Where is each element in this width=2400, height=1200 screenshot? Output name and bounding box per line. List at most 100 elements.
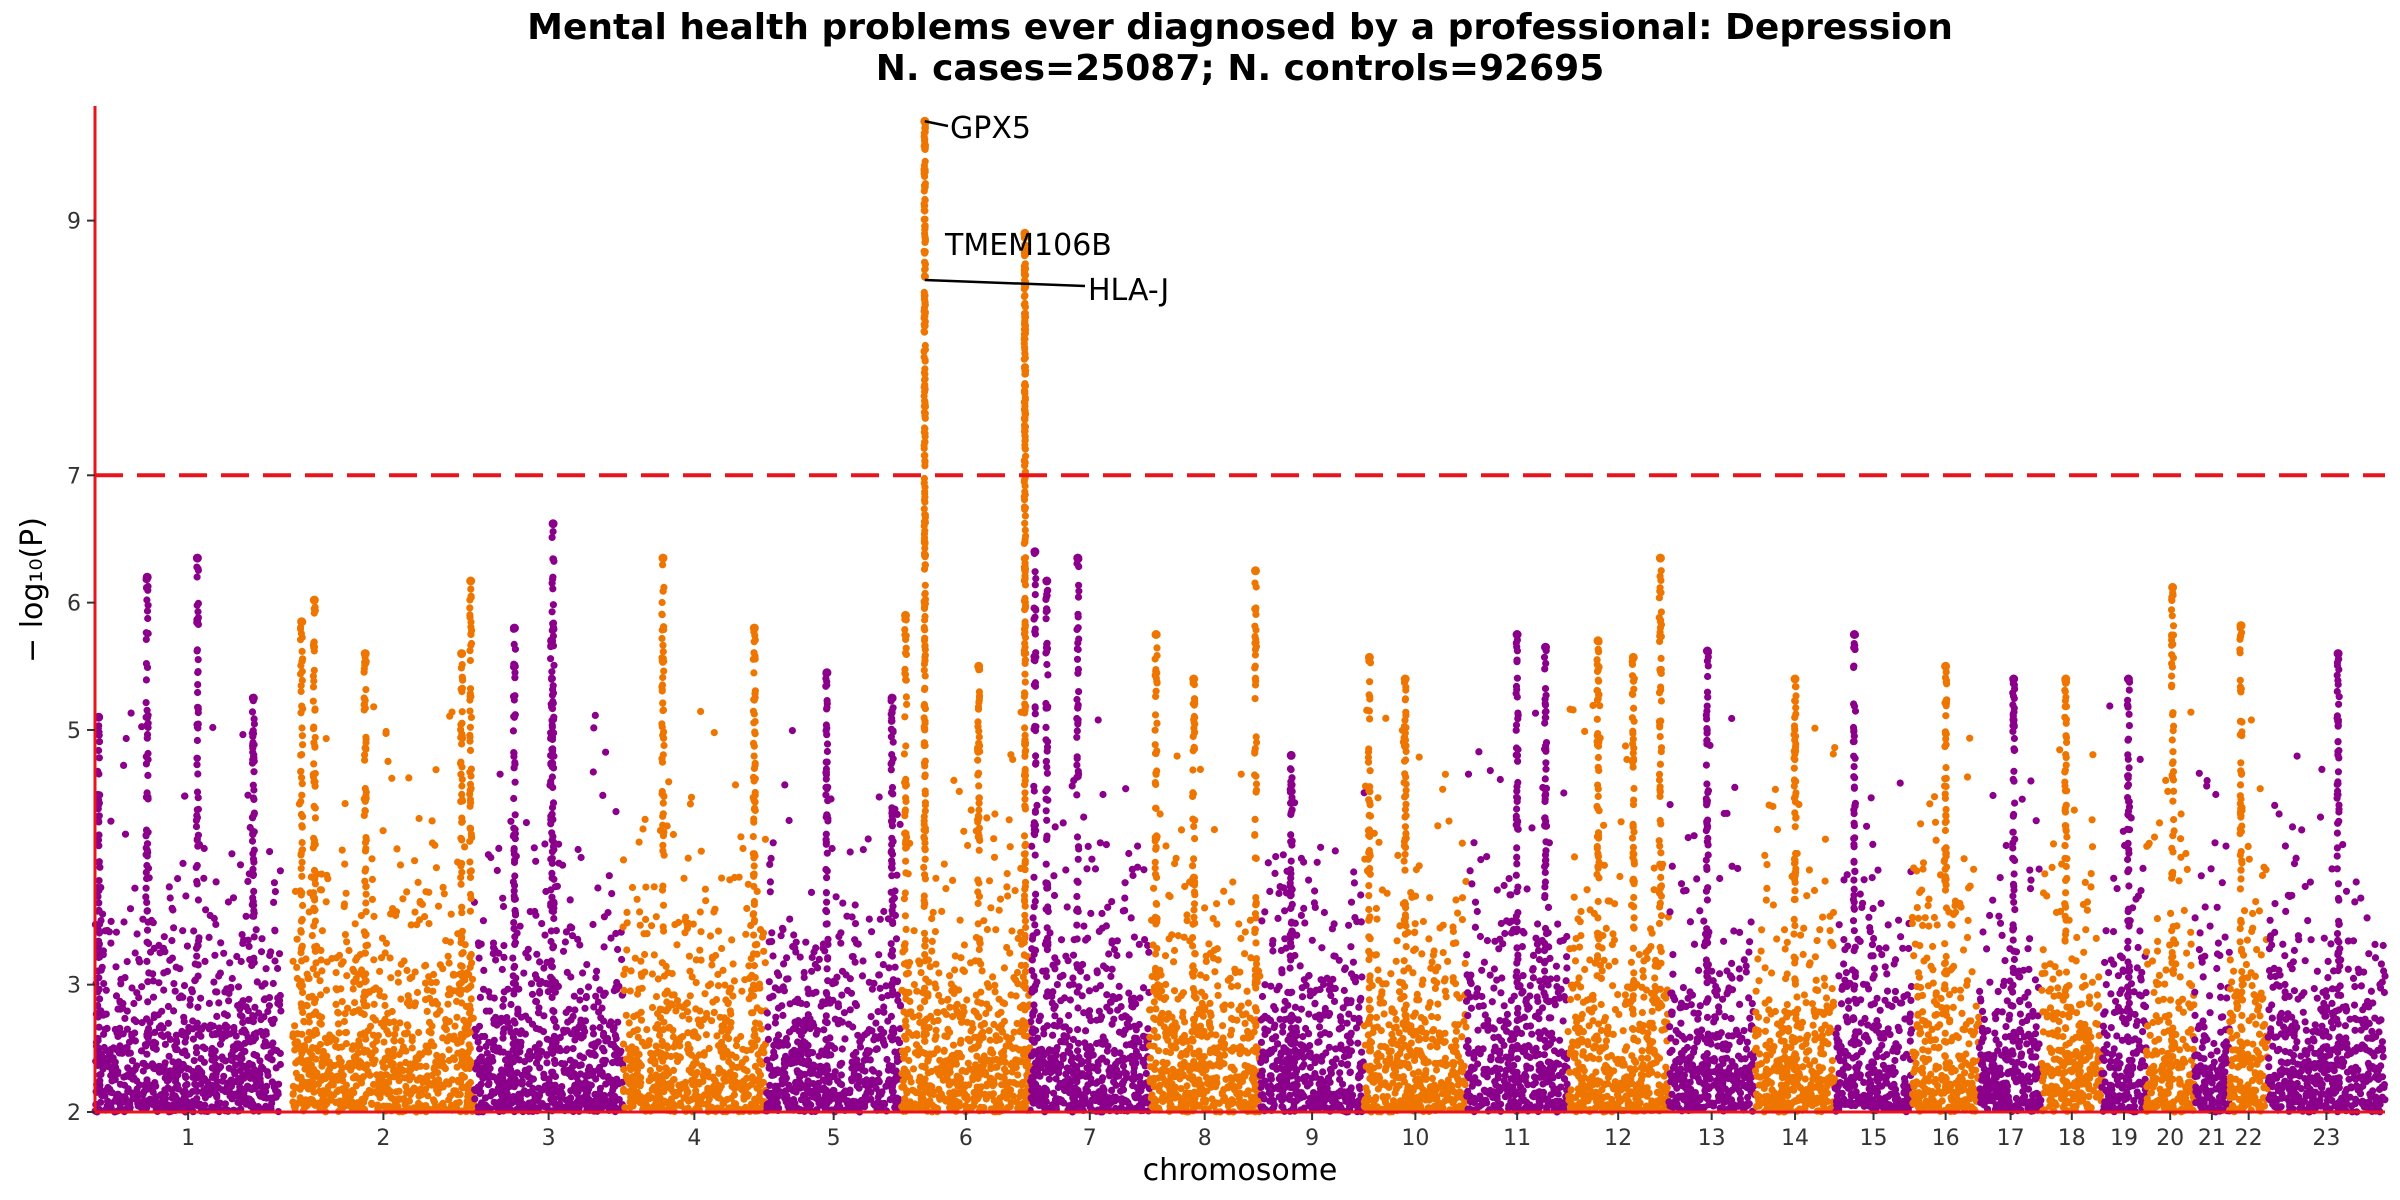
- peak-top-26: [1286, 750, 1296, 760]
- x-tick-label: 1: [181, 1126, 195, 1151]
- peak-top-35: [1790, 674, 1800, 684]
- x-tick-label: 20: [2156, 1126, 2184, 1151]
- peak-12-33: [1655, 567, 1666, 1090]
- x-axis-ticks: 1 2 3 4 5 6 7 8 9 10 11 12 13 14 15 16 17 18 19 20 21 22 23: [181, 1112, 2340, 1151]
- peak-7-22: [1073, 555, 1083, 1081]
- x-tick-label: 11: [1503, 1126, 1531, 1151]
- y-tick-label: 3: [67, 974, 81, 999]
- peak-13-34: [1702, 648, 1713, 1091]
- peak-23-43: [2333, 655, 2343, 1041]
- peak-22-42: [2236, 624, 2246, 1086]
- peak-2-7: [466, 585, 476, 1068]
- peak-top-21: [1042, 576, 1052, 586]
- peak-1-0: [192, 563, 202, 1110]
- gene-label: TMEM106B: [944, 228, 1112, 263]
- chart-title: Mental health problems ever diagnosed by…: [527, 7, 1953, 48]
- annotation-leader-line: [924, 278, 1086, 288]
- chr-13-points: [1665, 714, 1759, 1115]
- chr-18-points: [2038, 746, 2106, 1115]
- peak-20-41: [2167, 584, 2178, 1071]
- peak-3-9: [509, 625, 520, 1086]
- chr-4-points: [619, 707, 770, 1116]
- peak-4-12: [658, 561, 668, 1050]
- peak-11-30: [1540, 647, 1551, 1051]
- peak-9-26: [1286, 765, 1296, 1092]
- peak-7-21: [1042, 586, 1052, 1096]
- peak-top-43: [2333, 649, 2343, 659]
- chr-17-points: [1975, 777, 2046, 1116]
- peak-2-6: [360, 653, 370, 1102]
- chr-14-points: [1751, 724, 1839, 1116]
- chr-19-points: [2098, 702, 2150, 1116]
- peak-15-36: [1849, 631, 1860, 1090]
- x-tick-label: 10: [1401, 1126, 1429, 1151]
- y-tick-label: 6: [67, 592, 81, 617]
- y-tick-label: 2: [67, 1101, 81, 1126]
- x-tick-label: 4: [687, 1126, 701, 1151]
- chr-20-points: [2142, 708, 2198, 1116]
- x-tick-label: 2: [376, 1126, 390, 1151]
- peak-18-39: [2061, 676, 2071, 1076]
- chr-22-points: [2226, 716, 2272, 1116]
- chr-7-points: [1026, 716, 1153, 1116]
- peak-2-5: [309, 603, 319, 1034]
- peak-7-20: [1030, 549, 1040, 1073]
- chr-21-points: [2191, 769, 2233, 1116]
- x-tick-label: 17: [1997, 1126, 2025, 1151]
- peak-5-15: [887, 697, 897, 1091]
- x-tick-label: 9: [1305, 1126, 1319, 1151]
- x-tick-label: 7: [1083, 1126, 1097, 1151]
- peak-14-35: [1790, 683, 1800, 1074]
- x-tick-label: 22: [2235, 1126, 2263, 1151]
- chr-10-points: [1360, 706, 1470, 1116]
- x-tick-label: 13: [1698, 1126, 1726, 1151]
- gene-annotations: GPX5 TMEM106B HLA-J: [924, 111, 1169, 308]
- annotation-leader-line: [924, 120, 949, 128]
- chr-3-points: [470, 711, 627, 1116]
- x-tick-label: 6: [959, 1126, 973, 1151]
- peak-top-29: [1512, 630, 1522, 639]
- peak-19-40: [2123, 676, 2134, 1085]
- x-tick-label: 18: [2058, 1126, 2086, 1151]
- peak-12-31: [1593, 638, 1603, 1085]
- chr-9-points: [1256, 789, 1368, 1116]
- peak-top-10: [548, 519, 558, 529]
- x-tick-label: 5: [827, 1126, 841, 1151]
- y-axis-ticks: 2 3 5 6 7 9: [67, 210, 95, 1126]
- chr-16-points: [1908, 734, 1983, 1116]
- gene-label: GPX5: [950, 111, 1031, 146]
- peak-top-33: [1655, 553, 1665, 563]
- chr-23-points: [2264, 752, 2389, 1116]
- peak-6-16: [900, 615, 911, 1095]
- gene-label: HLA-J: [1088, 273, 1169, 308]
- y-tick-label: 5: [67, 719, 81, 744]
- x-tick-label: 15: [1860, 1126, 1888, 1151]
- x-tick-label: 8: [1198, 1126, 1212, 1151]
- peak-top-37: [1941, 661, 1951, 671]
- chart-subtitle: N. cases=25087; N. controls=92695: [876, 48, 1605, 89]
- data-points: [91, 116, 2389, 1116]
- chr-12-points: [1564, 701, 1673, 1116]
- peak-2-8: [456, 660, 467, 1086]
- x-tick-label: 21: [2198, 1126, 2226, 1151]
- chr-8-points: [1146, 752, 1264, 1116]
- peak-top-5: [309, 595, 319, 605]
- peak-2-4: [296, 618, 307, 1090]
- chr-2-points: [289, 703, 478, 1116]
- y-tick-label: 9: [67, 210, 81, 235]
- x-tick-label: 14: [1781, 1126, 1809, 1151]
- x-axis-label: chromosome: [1143, 1153, 1338, 1188]
- peak-top-0: [192, 553, 202, 563]
- peak-12-32: [1628, 653, 1639, 1078]
- x-tick-label: 23: [2312, 1126, 2340, 1151]
- peak-top-7: [466, 576, 476, 586]
- x-tick-label: 19: [2110, 1126, 2138, 1151]
- peak-6-19: [1020, 231, 1030, 1113]
- chr-6-points: [898, 702, 1034, 1116]
- peak-top-12: [658, 553, 668, 563]
- x-tick-label: 12: [1604, 1126, 1632, 1151]
- y-tick-label: 7: [67, 464, 81, 489]
- x-tick-label: 16: [1932, 1126, 1960, 1151]
- chr-1-points: [91, 709, 285, 1116]
